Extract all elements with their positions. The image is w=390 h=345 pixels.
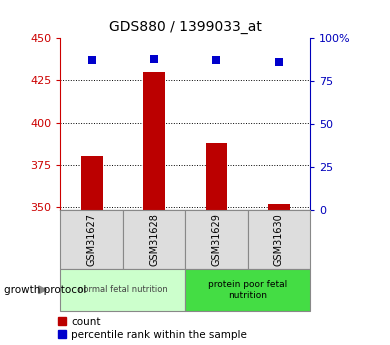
Legend: count, percentile rank within the sample: count, percentile rank within the sample [58,317,247,340]
Text: GSM31629: GSM31629 [211,213,222,266]
Point [213,58,220,63]
Text: GSM31627: GSM31627 [87,213,97,266]
Text: growth protocol: growth protocol [4,285,86,295]
Bar [81,156,103,210]
Bar [185,269,310,310]
Bar [60,269,185,310]
Text: GSM31630: GSM31630 [274,214,284,266]
Text: protein poor fetal
nutrition: protein poor fetal nutrition [208,280,287,299]
Bar [143,72,165,210]
Bar [206,143,227,210]
Text: normal fetal nutrition: normal fetal nutrition [78,285,168,294]
Text: GSM31628: GSM31628 [149,213,159,266]
Point [89,58,95,63]
Bar [248,210,310,269]
Bar [185,210,248,269]
Bar [123,210,185,269]
Point [276,59,282,65]
Bar [268,204,290,210]
Title: GDS880 / 1399033_at: GDS880 / 1399033_at [109,20,262,34]
Point [151,56,157,61]
Bar [60,210,123,269]
